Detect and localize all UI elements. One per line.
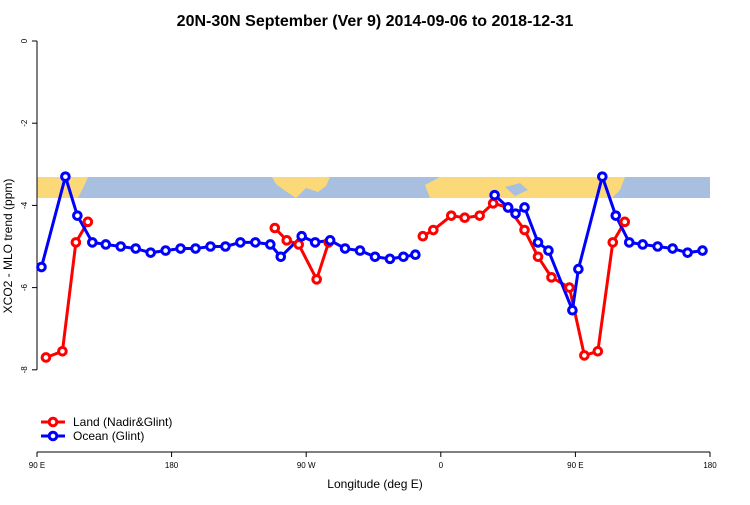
data-point [564,282,575,293]
data-point [532,251,544,263]
data-point [502,202,514,213]
data-point [309,237,321,248]
x-axis-label: Longitude (deg E) [327,477,422,491]
data-point [220,241,231,252]
data-point [410,249,421,261]
data-point [417,230,429,242]
x-tick-label: 90 E [567,461,583,470]
data-point [579,350,590,361]
data-point [339,243,351,254]
legend-label: Ocean (Glint) [73,429,144,443]
data-point [205,241,216,252]
data-point [567,304,578,316]
chart-title: 20N-30N September (Ver 9) 2014-09-06 to … [177,13,574,30]
data-point [36,261,47,273]
data-point [82,216,94,228]
data-point [72,210,83,221]
y-tick-label: 0 [20,38,29,43]
y-axis-label: XCO2 - MLO trend (ppm) [1,179,15,314]
data-point [474,210,485,221]
land-area [272,177,330,198]
data-point [369,251,381,263]
series-line [45,201,627,359]
x-tick-label: 90 E [29,461,45,470]
data-point [324,235,336,246]
data-point [619,216,631,228]
data-point [70,237,82,248]
water-area [505,183,528,196]
data-point [445,210,457,221]
data-point [637,239,649,250]
data-point [546,272,557,283]
data-point [623,237,635,248]
data-point [489,189,500,201]
x-tick-label: 0 [439,461,444,470]
data-point [610,210,622,221]
data-point [354,245,366,256]
y-tick-label: -4 [20,201,29,209]
x-tick-label: 180 [165,461,179,470]
data-point [532,237,544,248]
y-tick-label: -2 [20,119,29,127]
data-point [510,208,521,219]
data-point [87,237,98,248]
data-point [652,241,663,252]
y-tick-label: -8 [20,366,29,374]
data-point [235,237,246,248]
data-point [519,202,530,213]
data-point [428,224,439,236]
data-point [573,263,584,275]
legend-label: Land (Nadir&Glint) [73,415,172,429]
data-point [293,239,305,250]
data-point [296,230,308,242]
data-point [682,247,693,258]
data-point [607,237,619,248]
data-point [130,243,142,254]
data-point [145,247,156,258]
data-point [487,198,499,209]
data-point [592,346,604,357]
data-point [543,245,554,256]
data-point [384,253,396,265]
data-point [190,243,201,254]
legend-marker [47,416,59,428]
data-point [175,243,186,254]
data-point [60,171,71,182]
data-point [519,224,530,236]
data-point [398,251,409,263]
y-tick-label: -6 [20,283,29,291]
x-tick-label: 180 [703,461,717,470]
x-tick-label: 90 W [297,461,316,470]
data-point [697,245,708,256]
data-point [281,235,293,246]
data-point [57,346,68,357]
data-point [667,243,678,254]
legend-marker [47,430,59,442]
data-point [100,239,112,250]
data-point [160,245,171,256]
data-point [275,251,287,263]
data-point [597,171,608,182]
data-point [265,239,276,250]
data-point [459,212,471,224]
data-point [115,241,127,252]
data-point [250,237,261,248]
data-point [269,222,281,234]
data-point [311,274,322,285]
map-strip [37,177,710,198]
data-point [40,352,52,363]
